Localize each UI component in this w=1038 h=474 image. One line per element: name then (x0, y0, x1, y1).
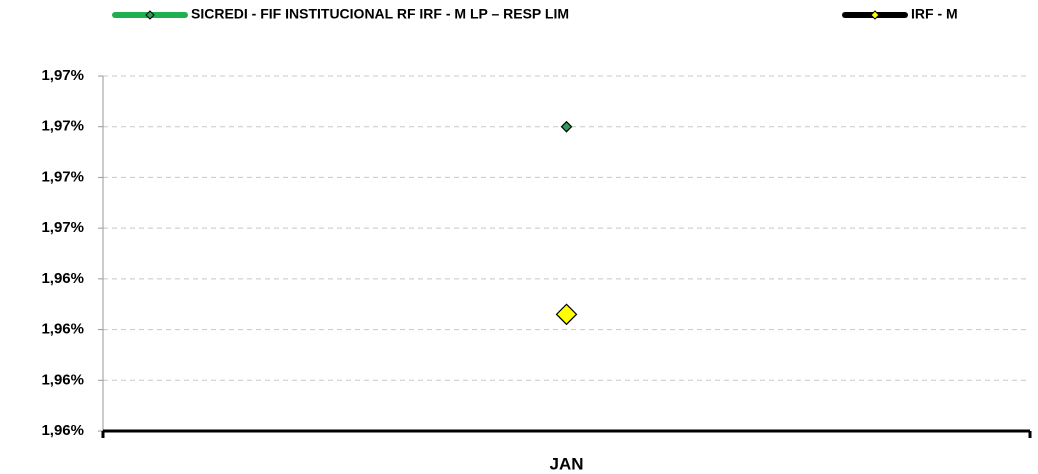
x-tick-label: JAN (549, 454, 583, 473)
y-tick-label: 1,96% (41, 270, 84, 287)
y-tick-label: 1,96% (41, 321, 84, 338)
legend-marker (145, 10, 155, 20)
y-tick-label: 1,96% (41, 422, 84, 439)
y-tick-label: 1,97% (41, 168, 84, 185)
marker (555, 303, 578, 326)
marker (560, 120, 573, 133)
y-tick-label: 1,97% (41, 219, 84, 236)
y-tick-label: 1,97% (41, 67, 84, 84)
legend-label: SICREDI - FIF INSTITUCIONAL RF IRF - M L… (191, 6, 569, 22)
legend-marker (870, 10, 880, 20)
legend-label: IRF - M (911, 6, 958, 22)
y-tick-label: 1,97% (41, 118, 84, 135)
y-tick-label: 1,96% (41, 371, 84, 388)
